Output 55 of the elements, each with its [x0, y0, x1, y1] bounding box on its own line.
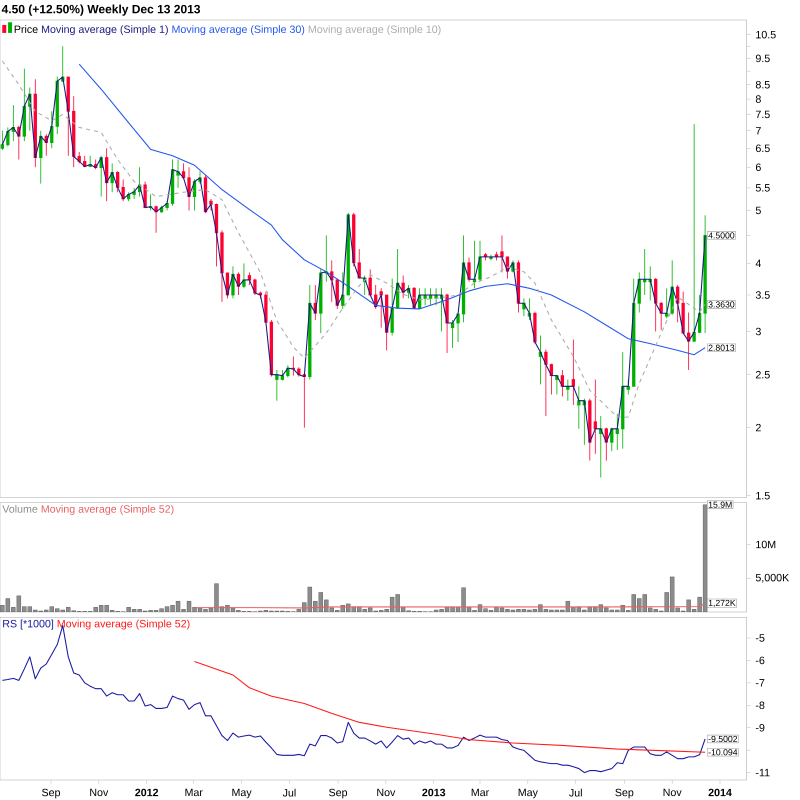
y-tick-label: 3: [756, 328, 761, 336]
annotation: 15.9M: [708, 502, 732, 508]
x-tick-label: Sep: [615, 788, 634, 798]
x-tick-label: 2013: [422, 788, 446, 796]
annotation: 3.3630: [708, 301, 734, 308]
text: Moving average (Simple 1): [42, 25, 168, 36]
x-tick-label: May: [232, 788, 252, 798]
y-tick-label: -5: [756, 634, 764, 642]
annotation: -10.094: [708, 749, 738, 756]
y-tick-label: 2: [756, 424, 761, 432]
x-tick-label: Sep: [42, 788, 60, 798]
x-tick-label: Nov: [90, 788, 108, 796]
y-tick-label: 3.5: [756, 291, 770, 299]
y-tick-label: -8: [756, 702, 764, 710]
x-tick-label: 2014: [708, 788, 732, 796]
y-tick-label: 4: [756, 260, 762, 267]
y-tick-label: -6: [756, 656, 764, 664]
x-tick-label: Nov: [664, 788, 682, 796]
chart-title: 4.50 (+12.50%) Weekly Dec 13 2013: [2, 4, 200, 16]
y-tick-label: 10.5: [756, 30, 776, 38]
x-tick-label: Jul: [282, 788, 296, 797]
legend-label: Price: [14, 25, 38, 34]
x-tick-label: Nov: [377, 788, 396, 796]
y-tick-label: 5,000K: [756, 574, 790, 583]
y-tick-label: 1.5: [756, 492, 770, 500]
y-tick-label: 8: [756, 95, 761, 103]
y-tick-label: -11: [756, 768, 770, 776]
x-tick-label: May: [518, 788, 538, 798]
y-tick-label: 7: [756, 127, 761, 134]
y-tick-label: 10M: [756, 540, 776, 548]
y-tick-label: 5: [756, 206, 761, 214]
annotation: 1,272K: [708, 600, 736, 607]
y-tick-label: 8.5: [756, 80, 770, 88]
x-tick-label: Sep: [329, 788, 348, 798]
annotation: 2.8013: [708, 344, 734, 351]
x-tick-label: Mar: [185, 788, 203, 796]
y-tick-label: -7: [756, 679, 764, 687]
y-tick-label: 5.5: [756, 184, 770, 192]
series-label: RS [*1000]: [3, 620, 54, 630]
annotation: 4.5000: [708, 232, 734, 238]
text: Volume: [2, 504, 38, 513]
y-tick-label: 2.5: [756, 370, 770, 378]
y-tick-label: -9: [756, 724, 764, 732]
y-tick-label: 6.5: [756, 144, 770, 152]
text: Moving average (Simple 52): [42, 504, 174, 515]
text: Moving average (Simple 10): [308, 25, 441, 36]
text: Moving average (Simple 52): [58, 620, 190, 630]
y-tick-label: 9.5: [756, 54, 770, 62]
text: Moving average (Simple 30): [172, 25, 304, 36]
x-tick-label: Jul: [569, 788, 582, 797]
x-tick-label: 2012: [135, 788, 158, 796]
y-tick-label: 6: [756, 163, 761, 172]
y-tick-label: 7.5: [756, 110, 770, 118]
x-tick-label: Mar: [472, 788, 490, 796]
annotation: -9.5002: [708, 736, 738, 742]
